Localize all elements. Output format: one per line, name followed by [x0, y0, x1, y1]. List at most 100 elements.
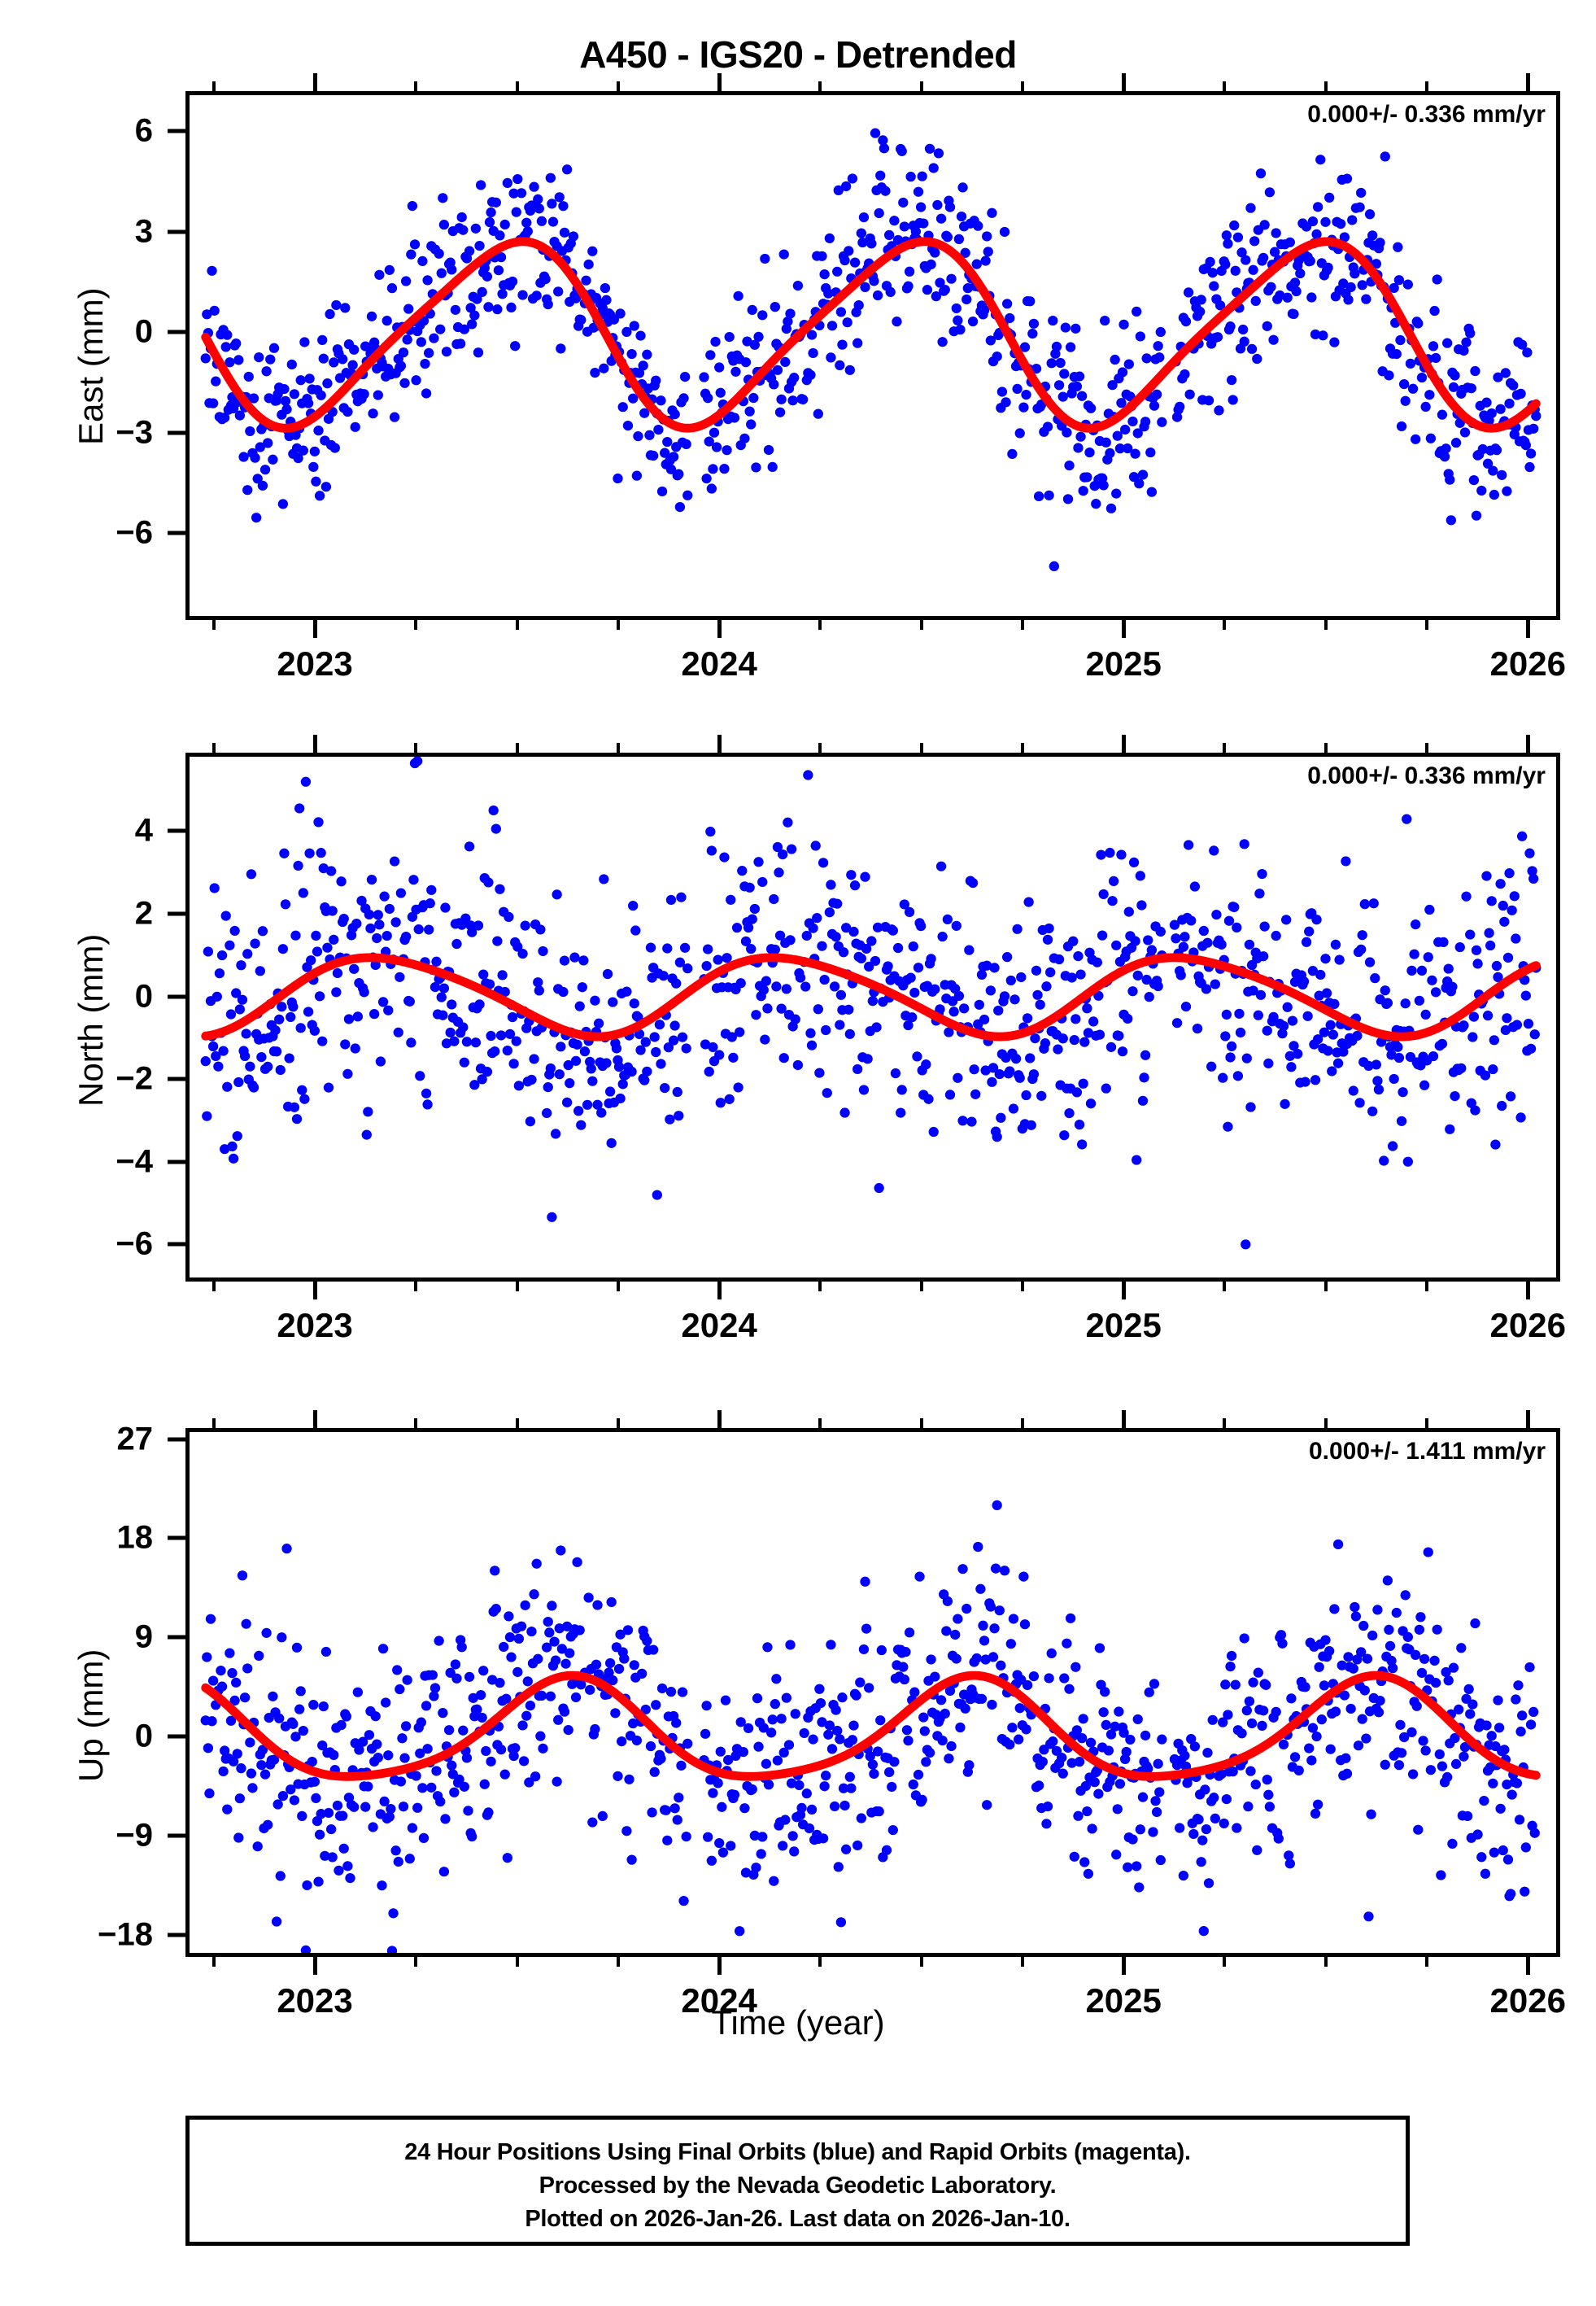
x-tick-east-2022-q3: [211, 620, 216, 630]
y-tick-label-up-2: 9: [134, 1618, 153, 1655]
x-tick-east-2023-q0: [312, 620, 317, 638]
x-tick-east-2023-q3: [616, 620, 620, 630]
x-tick-up-2024-q0: [717, 1957, 722, 1975]
y-tick-label-east-4: −6: [116, 514, 153, 551]
y-tick-north-0: [168, 828, 185, 833]
caption-line-1: 24 Hour Positions Using Final Orbits (bl…: [404, 2139, 1191, 2165]
x-tick-north-2023-q2: [515, 1282, 519, 1291]
y-tick-label-north-0: 4: [134, 812, 153, 849]
x-tick-north-2025-q0: [1121, 1282, 1126, 1299]
y-tick-label-north-4: −4: [116, 1143, 153, 1180]
fit-line-up: [201, 1671, 1541, 1781]
y-tick-label-up-1: 18: [116, 1519, 154, 1556]
y-tick-label-east-2: 0: [134, 313, 153, 350]
x-tick-top-up-2022-q3: [211, 1418, 216, 1428]
panel-up: 0.000+/- 1.411 mm/yr: [185, 1428, 1560, 1957]
y-tick-label-north-1: 2: [134, 895, 153, 932]
y-tick-label-east-0: 6: [134, 112, 153, 149]
y-tick-up-5: [168, 1933, 185, 1937]
x-tick-north-2025-q1: [1223, 1282, 1227, 1291]
x-tick-east-2023-q1: [414, 620, 418, 630]
x-tick-top-east-2025-q3: [1424, 81, 1428, 91]
data-points-up: [200, 1500, 1540, 1953]
y-tick-north-5: [168, 1242, 185, 1247]
x-tick-up-2023-q2: [515, 1957, 519, 1967]
x-tick-east-2026-q0: [1525, 620, 1530, 638]
x-tick-up-2025-q1: [1223, 1957, 1227, 1967]
x-tick-label-north-2025: 2025: [1085, 1306, 1162, 1344]
x-tick-up-2022-q3: [211, 1957, 216, 1967]
x-tick-up-2025-q0: [1121, 1957, 1126, 1975]
y-tick-up-2: [168, 1635, 185, 1640]
x-tick-top-east-2026-q0: [1525, 73, 1530, 91]
y-axis-title-north: North (mm): [72, 933, 110, 1107]
x-tick-top-up-2024-q0: [717, 1410, 722, 1428]
y-tick-up-4: [168, 1833, 185, 1838]
x-tick-top-east-2025-q0: [1121, 73, 1126, 91]
x-tick-north-2024-q3: [1020, 1282, 1024, 1291]
caption-line-2: Processed by the Nevada Geodetic Laborat…: [539, 2173, 1057, 2199]
x-tick-north-2023-q1: [414, 1282, 418, 1291]
x-tick-top-up-2024-q3: [1020, 1418, 1024, 1428]
fit-line-east: [201, 237, 1541, 433]
x-tick-top-up-2025-q1: [1223, 1418, 1227, 1428]
rate-annotation-east: 0.000+/- 0.336 mm/yr: [1307, 101, 1546, 128]
x-tick-up-2024-q3: [1020, 1957, 1024, 1967]
x-tick-top-north-2025-q2: [1323, 743, 1328, 753]
x-tick-label-north-2023: 2023: [277, 1306, 353, 1344]
x-tick-up-2025-q2: [1323, 1957, 1328, 1967]
x-tick-up-2023-q3: [616, 1957, 620, 1967]
x-tick-east-2025-q2: [1323, 620, 1328, 630]
data-points-north: [200, 757, 1541, 1250]
scatter-canvas-east: [200, 128, 1541, 572]
x-tick-label-up-2023: 2023: [277, 1981, 353, 2020]
y-tick-east-1: [168, 229, 185, 234]
y-tick-label-up-3: 0: [134, 1718, 153, 1754]
x-tick-label-north-2024: 2024: [681, 1306, 757, 1344]
x-tick-top-north-2025-q3: [1424, 743, 1428, 753]
y-tick-label-north-5: −6: [116, 1225, 153, 1262]
fit-line-north: [201, 953, 1541, 1042]
y-tick-north-2: [168, 994, 185, 999]
data-points-east: [200, 128, 1541, 572]
rate-annotation-up: 0.000+/- 1.411 mm/yr: [1308, 1438, 1546, 1465]
y-tick-north-1: [168, 911, 185, 916]
x-tick-top-north-2025-q1: [1223, 743, 1227, 753]
y-tick-label-up-0: 27: [116, 1421, 154, 1457]
x-tick-top-east-2025-q1: [1223, 81, 1227, 91]
x-tick-top-up-2024-q2: [919, 1418, 923, 1428]
x-tick-north-2026-q0: [1525, 1282, 1530, 1299]
y-tick-label-north-3: −2: [116, 1060, 153, 1097]
x-tick-north-2025-q3: [1424, 1282, 1428, 1291]
x-axis-title: Time (year): [711, 2003, 885, 2042]
y-tick-label-up-5: −18: [98, 1916, 153, 1953]
panel-east: 0.000+/- 0.336 mm/yr: [185, 91, 1560, 620]
scatter-canvas-up: [200, 1500, 1541, 1953]
x-tick-north-2023-q0: [312, 1282, 317, 1299]
x-tick-east-2024-q1: [818, 620, 822, 630]
x-tick-top-east-2023-q0: [312, 73, 317, 91]
x-tick-top-east-2023-q2: [515, 81, 519, 91]
y-tick-label-north-2: 0: [134, 978, 153, 1015]
x-tick-east-2024-q0: [717, 620, 722, 638]
y-tick-east-0: [168, 129, 185, 133]
x-tick-east-2023-q2: [515, 620, 519, 630]
x-tick-top-north-2023-q0: [312, 735, 317, 753]
x-tick-label-up-2024: 2024: [681, 1981, 757, 2020]
x-tick-top-east-2024-q3: [1020, 81, 1024, 91]
x-tick-up-2025-q3: [1424, 1957, 1428, 1967]
x-tick-top-up-2025-q0: [1121, 1410, 1126, 1428]
x-tick-label-east-2026: 2026: [1489, 644, 1566, 683]
x-tick-top-north-2024-q2: [919, 743, 923, 753]
x-tick-north-2024-q2: [919, 1282, 923, 1291]
plot-area-north: [185, 753, 1560, 1282]
caption-line-3: Plotted on 2026-Jan-26. Last data on 202…: [525, 2206, 1071, 2233]
x-tick-top-north-2022-q3: [211, 743, 216, 753]
rate-annotation-north: 0.000+/- 0.336 mm/yr: [1307, 762, 1546, 789]
scatter-canvas-north: [200, 757, 1541, 1250]
x-tick-top-east-2023-q1: [414, 81, 418, 91]
x-tick-north-2023-q3: [616, 1282, 620, 1291]
x-tick-top-up-2026-q0: [1525, 1410, 1530, 1428]
caption-box: 24 Hour Positions Using Final Orbits (bl…: [185, 2116, 1410, 2246]
